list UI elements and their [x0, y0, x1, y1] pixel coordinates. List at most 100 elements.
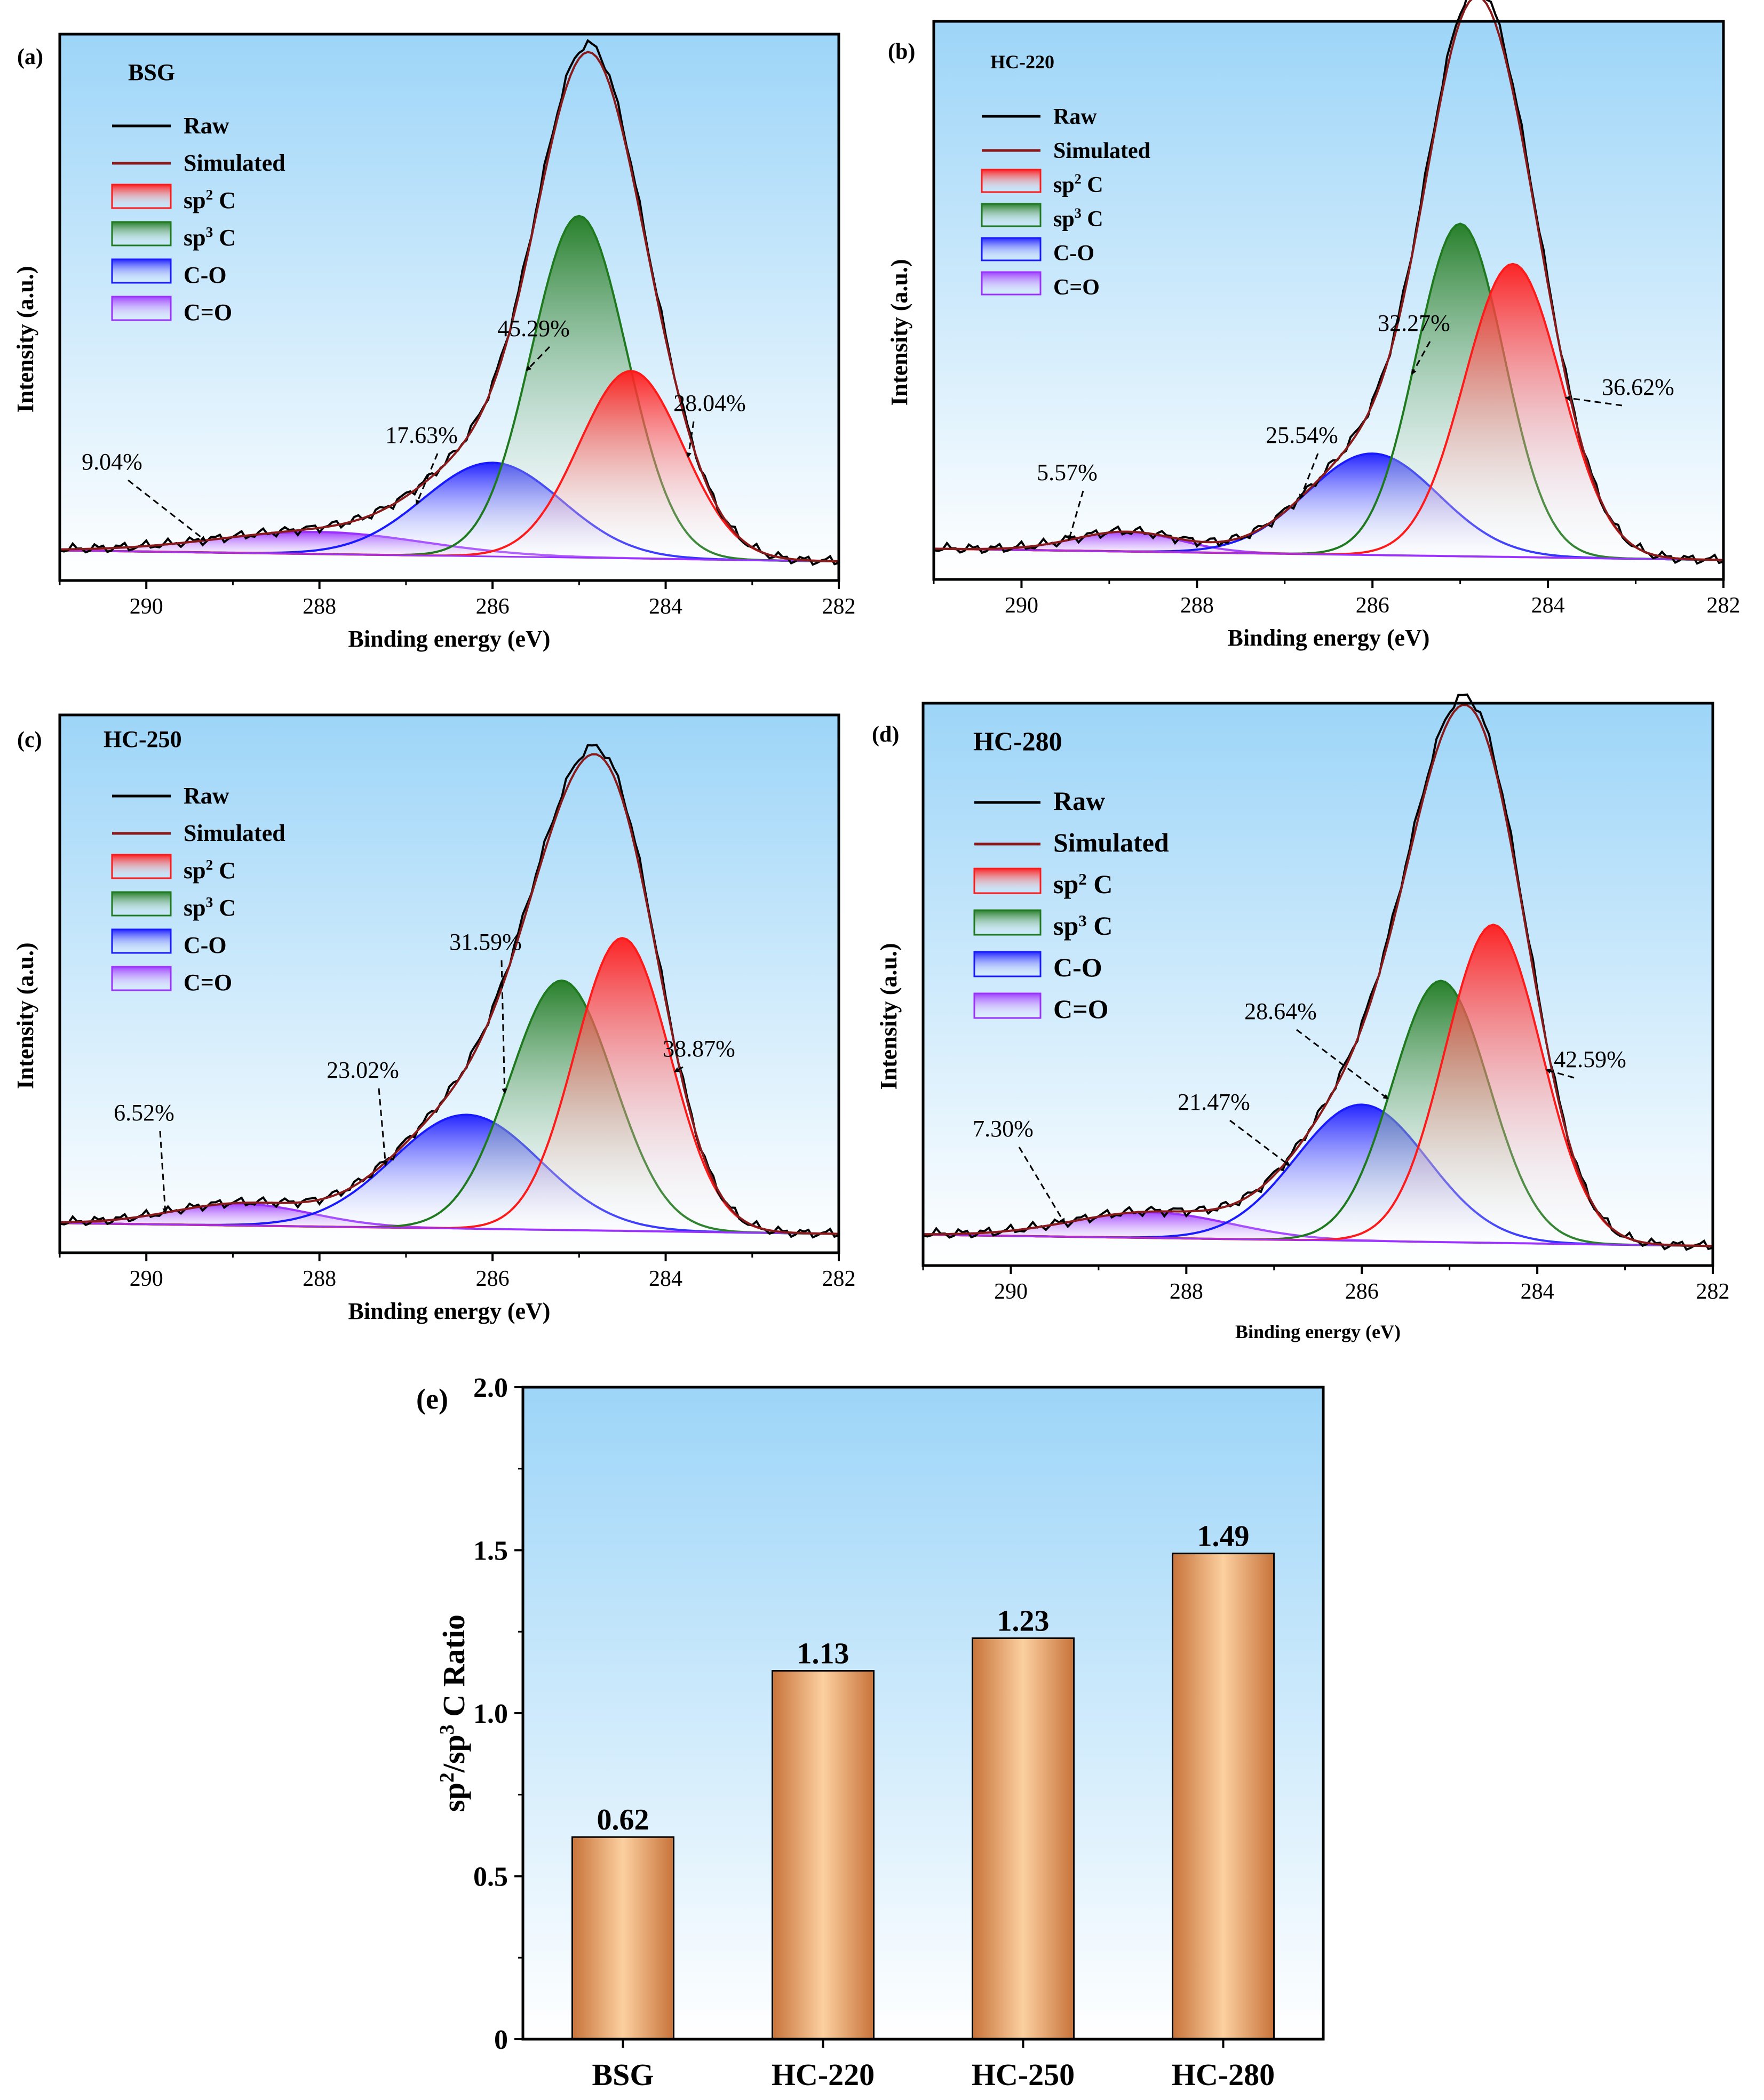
legend-label: Simulated — [1053, 139, 1150, 163]
x-tick-label: 282 — [822, 1267, 856, 1291]
bar-value-label: 1.23 — [997, 1604, 1050, 1637]
x-tick-label: BSG — [592, 2057, 654, 2092]
x-axis-label: Binding energy (eV) — [348, 626, 551, 652]
percent-label: 23.02% — [327, 1057, 399, 1083]
legend-swatch — [973, 909, 1042, 936]
percent-label: 32.27% — [1378, 310, 1450, 336]
x-tick-label: 282 — [822, 594, 856, 619]
legend-label: Simulated — [1053, 828, 1169, 857]
panel-tag: (e) — [416, 1383, 448, 1415]
x-tick-label: 290 — [1005, 593, 1038, 618]
legend-swatch — [981, 169, 1042, 193]
legend-label: C=O — [1053, 994, 1109, 1024]
annotation-arrow-cdo — [159, 1131, 168, 1214]
component-fill-c-o — [923, 1104, 1713, 1246]
simulated-line — [933, 0, 1724, 561]
x-tick-label: 286 — [476, 594, 510, 619]
component-fill-sp2-c — [60, 938, 839, 1234]
plot-frame — [921, 702, 1714, 1267]
annotation-arrow-cdo — [128, 479, 206, 542]
percent-label: 28.64% — [1244, 998, 1317, 1024]
bar-bsg — [571, 1836, 674, 2040]
annotation-arrow-sp2 — [1564, 395, 1623, 407]
xps-panel-1: 290 288 286 284 282 Binding energy (eV) Intens… — [886, 0, 1741, 651]
legend-swatch — [111, 891, 172, 917]
percent-label: 7.30% — [973, 1116, 1034, 1142]
panel-tag: (a) — [17, 45, 43, 69]
percent-label: 45.29% — [497, 315, 570, 341]
legend-swatch — [111, 854, 172, 879]
legend-label: Raw — [1053, 786, 1105, 816]
x-tick-label: 286 — [1345, 1279, 1379, 1304]
component-fill-c-o — [934, 531, 1723, 560]
bar-hc-250 — [972, 1637, 1075, 2040]
x-tick-label: HC-280 — [1172, 2057, 1275, 2092]
percent-label: 9.04% — [82, 449, 142, 475]
x-tick-label: 290 — [130, 594, 163, 619]
percent-label: 42.59% — [1554, 1046, 1626, 1072]
y-axis-label: sp2/sp3 C Ratio — [436, 1614, 471, 1812]
legend-label: C-O — [184, 262, 227, 288]
x-tick-label: 284 — [649, 1267, 682, 1291]
plot-frame — [58, 713, 840, 1254]
annotation-arrow-sp3 — [1411, 341, 1431, 375]
annotation-arrow-sp2 — [673, 1066, 684, 1072]
y-axis-label: Intensity (a.u.) — [12, 266, 38, 412]
simulated-line — [923, 704, 1713, 1247]
y-axis-label: Intensity (a.u.) — [12, 942, 38, 1089]
background-line — [59, 550, 839, 562]
x-tick-label: HC-220 — [772, 2057, 875, 2092]
x-axis-label: Binding energy (eV) — [1228, 625, 1430, 651]
legend-label: C-O — [1053, 952, 1102, 982]
xps-panel-0: 290 288 286 284 282 Binding energy (eV) Intens… — [12, 33, 856, 652]
component-fill-c-o — [60, 1204, 839, 1234]
percent-label: 31.59% — [449, 929, 522, 955]
x-tick-label: 288 — [303, 594, 336, 619]
legend-swatch — [981, 271, 1042, 296]
panel-title: HC-220 — [990, 51, 1054, 73]
x-tick-label: 290 — [130, 1267, 163, 1291]
x-tick-label: 286 — [1356, 593, 1389, 618]
percent-label: 6.52% — [114, 1100, 174, 1126]
legend-label: C-O — [184, 932, 227, 958]
legend-swatch — [973, 951, 1042, 977]
plot-frame — [932, 20, 1725, 581]
percent-label: 17.63% — [385, 422, 458, 448]
percent-label: 38.87% — [663, 1036, 735, 1062]
annotation-arrow-sp2 — [686, 421, 695, 458]
x-tick-label: 288 — [1170, 1279, 1203, 1304]
legend-label: Raw — [1053, 105, 1097, 129]
legend-swatch — [111, 296, 172, 321]
bar-value-label: 1.13 — [797, 1637, 849, 1671]
y-axis-label: Intensity (a.u.) — [886, 259, 912, 405]
y-axis-label: Intensity (a.u.) — [876, 943, 902, 1089]
annotation-arrow-co — [1229, 1119, 1291, 1166]
legend-label: Raw — [184, 783, 229, 809]
panel-title: HC-250 — [104, 726, 182, 752]
legend-label: C-O — [1053, 241, 1094, 266]
x-tick-label: 282 — [1707, 593, 1741, 618]
legend-swatch — [981, 203, 1042, 227]
component-fill-c-o — [60, 1115, 839, 1234]
x-axis-label: Binding energy (eV) — [1235, 1321, 1401, 1342]
panel-tag: (c) — [17, 728, 42, 752]
annotation-arrow-cdo — [1018, 1147, 1066, 1224]
legend-label: Simulated — [184, 820, 285, 846]
legend-swatch — [111, 258, 172, 284]
legend-label: C=O — [1053, 275, 1100, 300]
y-tick-label: 0 — [494, 2025, 508, 2055]
percent-label: 36.62% — [1602, 374, 1674, 400]
bar-value-label: 1.49 — [1197, 1520, 1250, 1553]
legend-swatch — [111, 928, 172, 954]
x-axis-label: Binding energy (eV) — [348, 1298, 551, 1324]
panel-title: HC-280 — [973, 726, 1062, 756]
x-tick-label: 284 — [1521, 1279, 1554, 1304]
panel-tag: (b) — [888, 39, 915, 64]
component-fill-sp2-c — [60, 371, 839, 562]
y-tick-label: 1.0 — [473, 1699, 508, 1729]
annotation-arrow-sp3 — [1296, 1029, 1389, 1100]
y-tick-label: 0.5 — [473, 1862, 508, 1892]
panel-tag: (d) — [872, 722, 899, 747]
annotation-arrow-co — [378, 1088, 388, 1167]
legend-swatch — [111, 221, 172, 246]
